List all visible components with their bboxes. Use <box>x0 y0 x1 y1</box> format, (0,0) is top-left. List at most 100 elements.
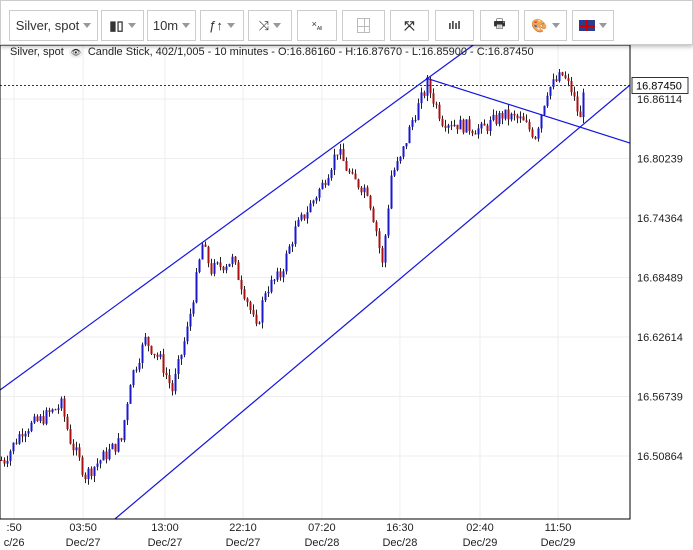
candle-body <box>360 187 363 193</box>
chart-type-button[interactable]: ▮▯ <box>101 10 144 41</box>
plot-border <box>0 44 631 520</box>
candle-body <box>201 244 204 260</box>
candle-body <box>456 124 459 130</box>
candle-body <box>354 173 357 180</box>
candle-body <box>48 410 51 413</box>
x-tick-time: 22:10 <box>229 522 257 534</box>
language-select[interactable] <box>572 10 614 41</box>
candle-body <box>423 92 426 96</box>
x-tick-time: 03:50 <box>69 522 97 534</box>
candle-body <box>183 341 186 355</box>
candle-body <box>249 302 252 311</box>
candle-body <box>273 279 276 281</box>
candle-body <box>279 271 282 278</box>
candle-body <box>111 443 114 450</box>
candle-body <box>510 113 513 120</box>
candle-body <box>276 271 279 280</box>
candle-body <box>99 460 102 464</box>
candle-body <box>66 416 69 430</box>
candle-body <box>42 416 45 424</box>
candle-body <box>336 154 339 156</box>
fullscreen-button[interactable]: ⤧ <box>390 10 429 41</box>
candle-body <box>525 120 528 122</box>
chevron-down-icon <box>599 23 607 28</box>
candle-body <box>300 214 303 220</box>
crosshair-button[interactable] <box>342 10 385 41</box>
clear-label: All <box>316 25 323 32</box>
candle-body <box>405 143 408 147</box>
candle-body <box>312 200 315 204</box>
candle-body <box>393 170 396 176</box>
x-tick-time: :50 <box>6 522 21 534</box>
candle-body <box>123 420 126 441</box>
drawing-tools-button[interactable]: ⤨ <box>248 10 292 41</box>
interval-select[interactable]: 10m <box>147 10 196 41</box>
candle-body <box>87 468 90 479</box>
candle-body <box>153 353 156 355</box>
candle-body <box>492 114 495 120</box>
candle-body <box>135 369 138 371</box>
candle-body <box>63 398 66 417</box>
last-price-box <box>631 77 689 95</box>
candle-body <box>285 253 288 272</box>
candle-body <box>438 104 441 119</box>
candle-body <box>18 434 21 444</box>
indicators-button[interactable]: ƒ↑ <box>200 10 244 41</box>
x-tick-date: Dec/29 <box>541 537 576 549</box>
candle-body <box>411 120 414 127</box>
candle-body <box>516 115 519 119</box>
candle-body <box>81 457 84 475</box>
clear-drawings-button[interactable]: ×All <box>297 10 337 41</box>
candle-body <box>366 187 369 196</box>
x-tick-time: 07:20 <box>308 522 336 534</box>
x-tick-date: c/26 <box>4 537 25 549</box>
candle-body <box>168 375 171 384</box>
candle-body <box>369 195 372 209</box>
candle-body <box>30 422 33 432</box>
eye-icon[interactable]: 👁 <box>68 46 83 58</box>
candle-body <box>171 383 174 392</box>
candle-body <box>330 169 333 179</box>
candle-body <box>378 231 381 249</box>
candle-body <box>186 326 189 342</box>
candle-body <box>0 459 3 461</box>
interval-label: 10m <box>152 18 179 33</box>
candle-body <box>291 244 294 247</box>
candle-body <box>180 354 183 360</box>
print-button[interactable]: 🖶 <box>480 10 519 41</box>
candle-body <box>192 302 195 314</box>
candle-body <box>474 133 477 135</box>
x-tick-date: Dec/27 <box>66 537 101 549</box>
x-tick-date: Dec/28 <box>382 537 417 549</box>
candle-body <box>564 75 567 79</box>
color-theme-button[interactable]: 🎨 <box>524 10 567 41</box>
fullscreen-icon: ⤧ <box>404 17 415 33</box>
symbol-select[interactable]: Silver, spot <box>9 10 98 41</box>
candle-body <box>219 262 222 267</box>
candle-body <box>555 79 558 82</box>
candle-body <box>339 148 342 155</box>
candle-body <box>252 310 255 315</box>
candle-body <box>264 293 267 301</box>
candle-body <box>549 86 552 96</box>
candle-body <box>543 105 546 115</box>
candle-body <box>54 409 57 411</box>
candle-body <box>435 103 438 105</box>
candle-body <box>108 449 111 460</box>
candle-body <box>384 235 387 263</box>
candle-body <box>483 123 486 126</box>
candle-body <box>348 170 351 173</box>
candle-body <box>576 96 579 112</box>
y-tick-label: 16.68489 <box>637 273 683 285</box>
volume-button[interactable]: ılıl <box>435 10 474 41</box>
candle-body <box>498 113 501 124</box>
candle-body <box>138 362 141 370</box>
candle-body <box>471 131 474 134</box>
candle-body <box>156 354 159 357</box>
candle-body <box>198 259 201 273</box>
candle-body <box>477 128 480 135</box>
candle-body <box>387 208 390 236</box>
candle-body <box>165 372 168 376</box>
candle-body <box>228 263 231 267</box>
